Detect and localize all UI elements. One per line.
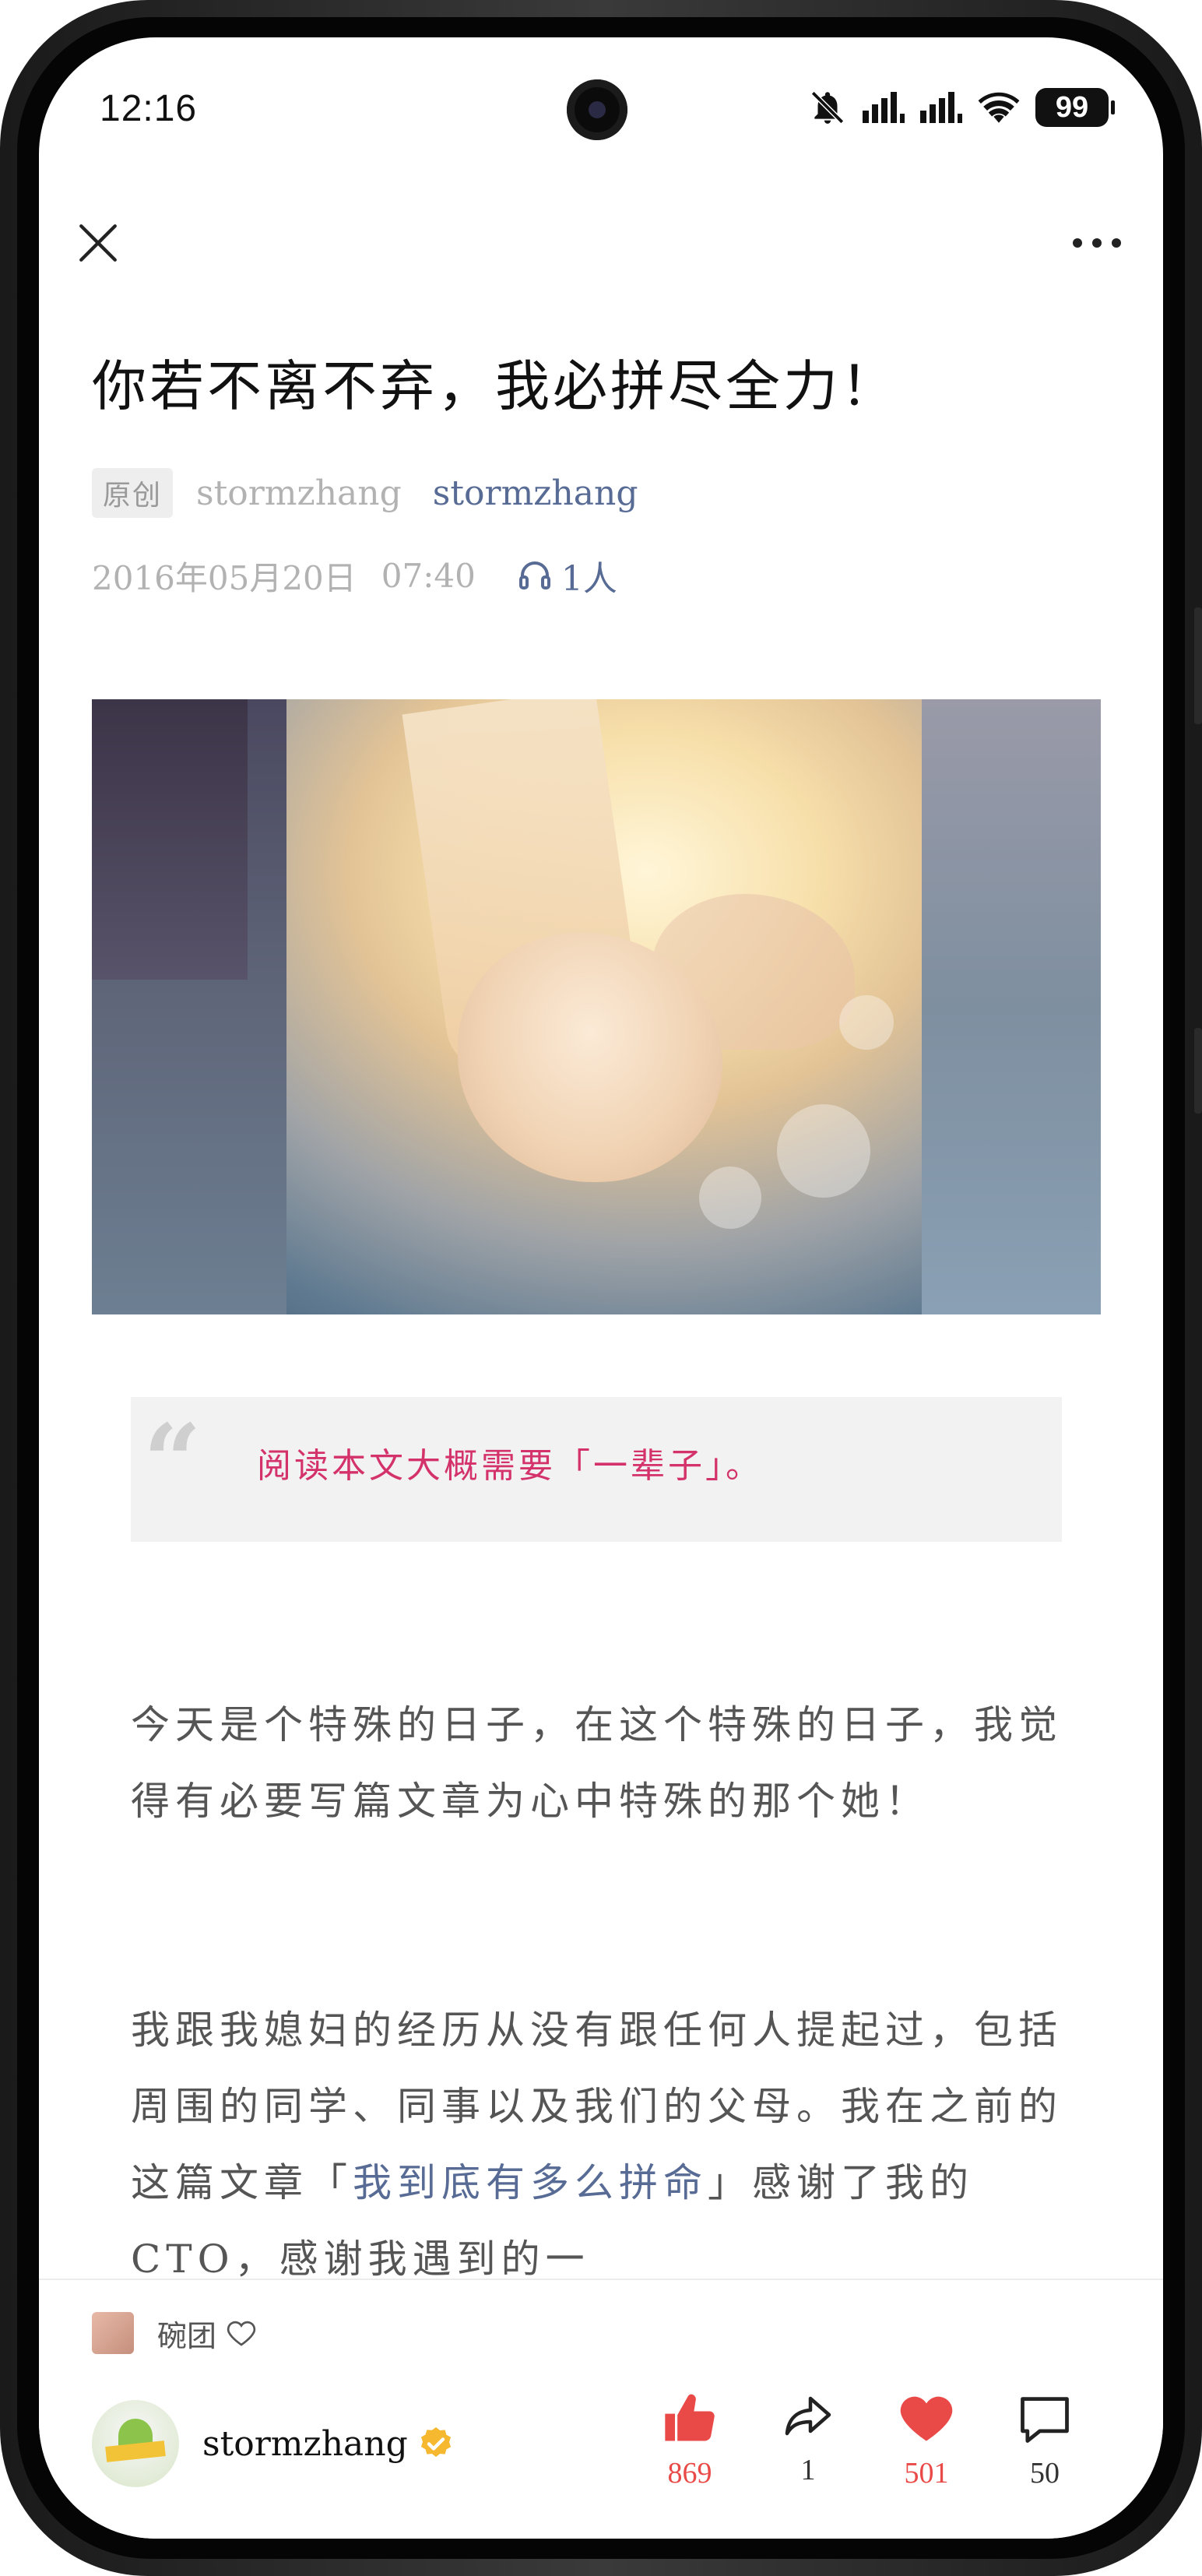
signal-2-icon <box>920 92 962 123</box>
status-time: 12:16 <box>100 88 198 129</box>
volume-button <box>1194 607 1202 724</box>
more-options-button[interactable] <box>1062 212 1132 274</box>
article-meta: 原创 stormzhang stormzhang <box>92 467 638 519</box>
status-bar: 12:16 99 <box>39 37 1163 185</box>
verified-badge-icon <box>420 2427 451 2457</box>
liker-row[interactable]: 碗团 <box>92 2310 257 2356</box>
article-title: 你若不离不弃，我必拼尽全力！ <box>92 354 898 418</box>
favorite-count: 501 <box>904 2457 949 2490</box>
wifi-icon <box>978 90 1020 125</box>
share-button[interactable]: 1 <box>749 2389 867 2490</box>
screen: 12:16 99 你若不离不弃，我必拼尽全力！ <box>39 37 1163 2539</box>
comment-button[interactable]: 50 <box>986 2389 1104 2490</box>
cover-image-holding-hands <box>92 699 1101 1314</box>
publish-info: 2016年05月20日 07:40 1人 <box>92 550 617 601</box>
like-button[interactable]: 869 <box>631 2389 749 2490</box>
heart-outline-icon <box>227 2321 256 2346</box>
liker-name: 碗团 <box>157 2318 217 2353</box>
battery-indicator: 99 <box>1035 88 1115 127</box>
like-count: 869 <box>667 2457 712 2490</box>
close-button[interactable] <box>67 212 129 274</box>
favorite-button[interactable]: 501 <box>867 2389 986 2490</box>
heart-filled-icon <box>900 2396 953 2441</box>
account-link[interactable]: stormzhang <box>432 473 638 513</box>
status-icons: 99 <box>808 84 1115 131</box>
article-paragraph-1: 今天是个特殊的日子，在这个特殊的日子，我觉得有必要写篇文章为心中特殊的那个她！ <box>131 1702 1063 1824</box>
share-arrow-icon <box>785 2396 831 2436</box>
headphones-icon <box>518 561 550 589</box>
article-paragraph-2: 我跟我媳妇的经历从没有跟任何人提起过，包括周围的同学、同事以及我们的父母。我在之… <box>131 1992 1065 2297</box>
power-button <box>1194 1028 1202 1114</box>
author-avatar <box>92 2400 179 2487</box>
close-icon <box>79 224 117 262</box>
author-row[interactable]: stormzhang <box>92 2397 455 2490</box>
publish-time: 07:40 <box>381 556 476 595</box>
quote-mark-icon: “ <box>143 1402 202 1521</box>
blockquote: “ 阅读本文大概需要「一辈子」。 <box>131 1397 1062 1542</box>
liker-avatar <box>92 2312 134 2354</box>
signal-1-icon <box>863 92 905 123</box>
mute-bell-icon <box>808 88 847 127</box>
thumbs-up-icon <box>665 2394 715 2441</box>
action-bar: 869 1 501 50 <box>631 2389 1104 2490</box>
comment-count: 50 <box>1030 2457 1060 2490</box>
top-nav <box>39 185 1163 294</box>
paragraph-2-text: 我跟我媳妇的经历从没有跟任何人提起过，包括周围的同学、同事以及我们的父母。我在之… <box>131 2008 1063 2205</box>
bottom-bar: 碗团 stormzhang 869 1 501 <box>39 2279 1163 2539</box>
author-name-plain: stormzhang <box>196 473 402 513</box>
front-camera <box>567 79 627 140</box>
more-dots-icon <box>1073 238 1121 248</box>
share-count: 1 <box>800 2454 816 2486</box>
comment-bubble-icon <box>1021 2397 1069 2443</box>
article-link[interactable]: 我到底有多么拼命 <box>353 2160 708 2205</box>
author-name: stormzhang <box>202 2423 408 2464</box>
quote-text: 阅读本文大概需要「一辈子」。 <box>257 1446 763 1486</box>
listener-count: 1人 <box>561 559 617 599</box>
listen-button[interactable]: 1人 <box>516 551 617 600</box>
publish-date: 2016年05月20日 <box>92 558 357 597</box>
paragraph-2-text-end: 」感谢了我的CTO，感谢我遇到的一 <box>131 2160 974 2282</box>
original-badge: 原创 <box>92 468 174 518</box>
